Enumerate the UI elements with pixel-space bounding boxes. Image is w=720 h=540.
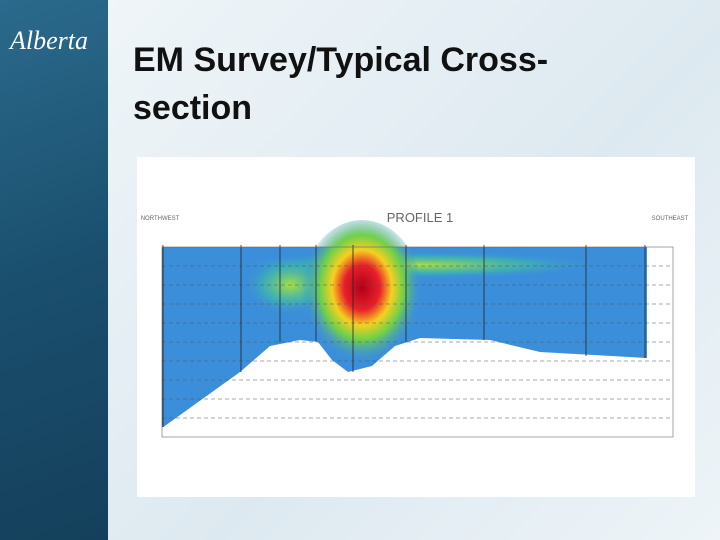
sidebar [0,0,108,540]
anomaly [302,220,422,370]
plot-frame [161,246,674,438]
slide-title: EM Survey/Typical Cross-section [133,41,549,127]
terrain [162,338,647,440]
right-label: SOUTHEAST [652,216,689,222]
wells [162,245,646,427]
left-label: NORTHWEST [141,216,180,222]
figure-title: PROFILE 1 [387,210,453,225]
logo: Alberta [10,26,88,55]
depth-lines [162,265,673,419]
